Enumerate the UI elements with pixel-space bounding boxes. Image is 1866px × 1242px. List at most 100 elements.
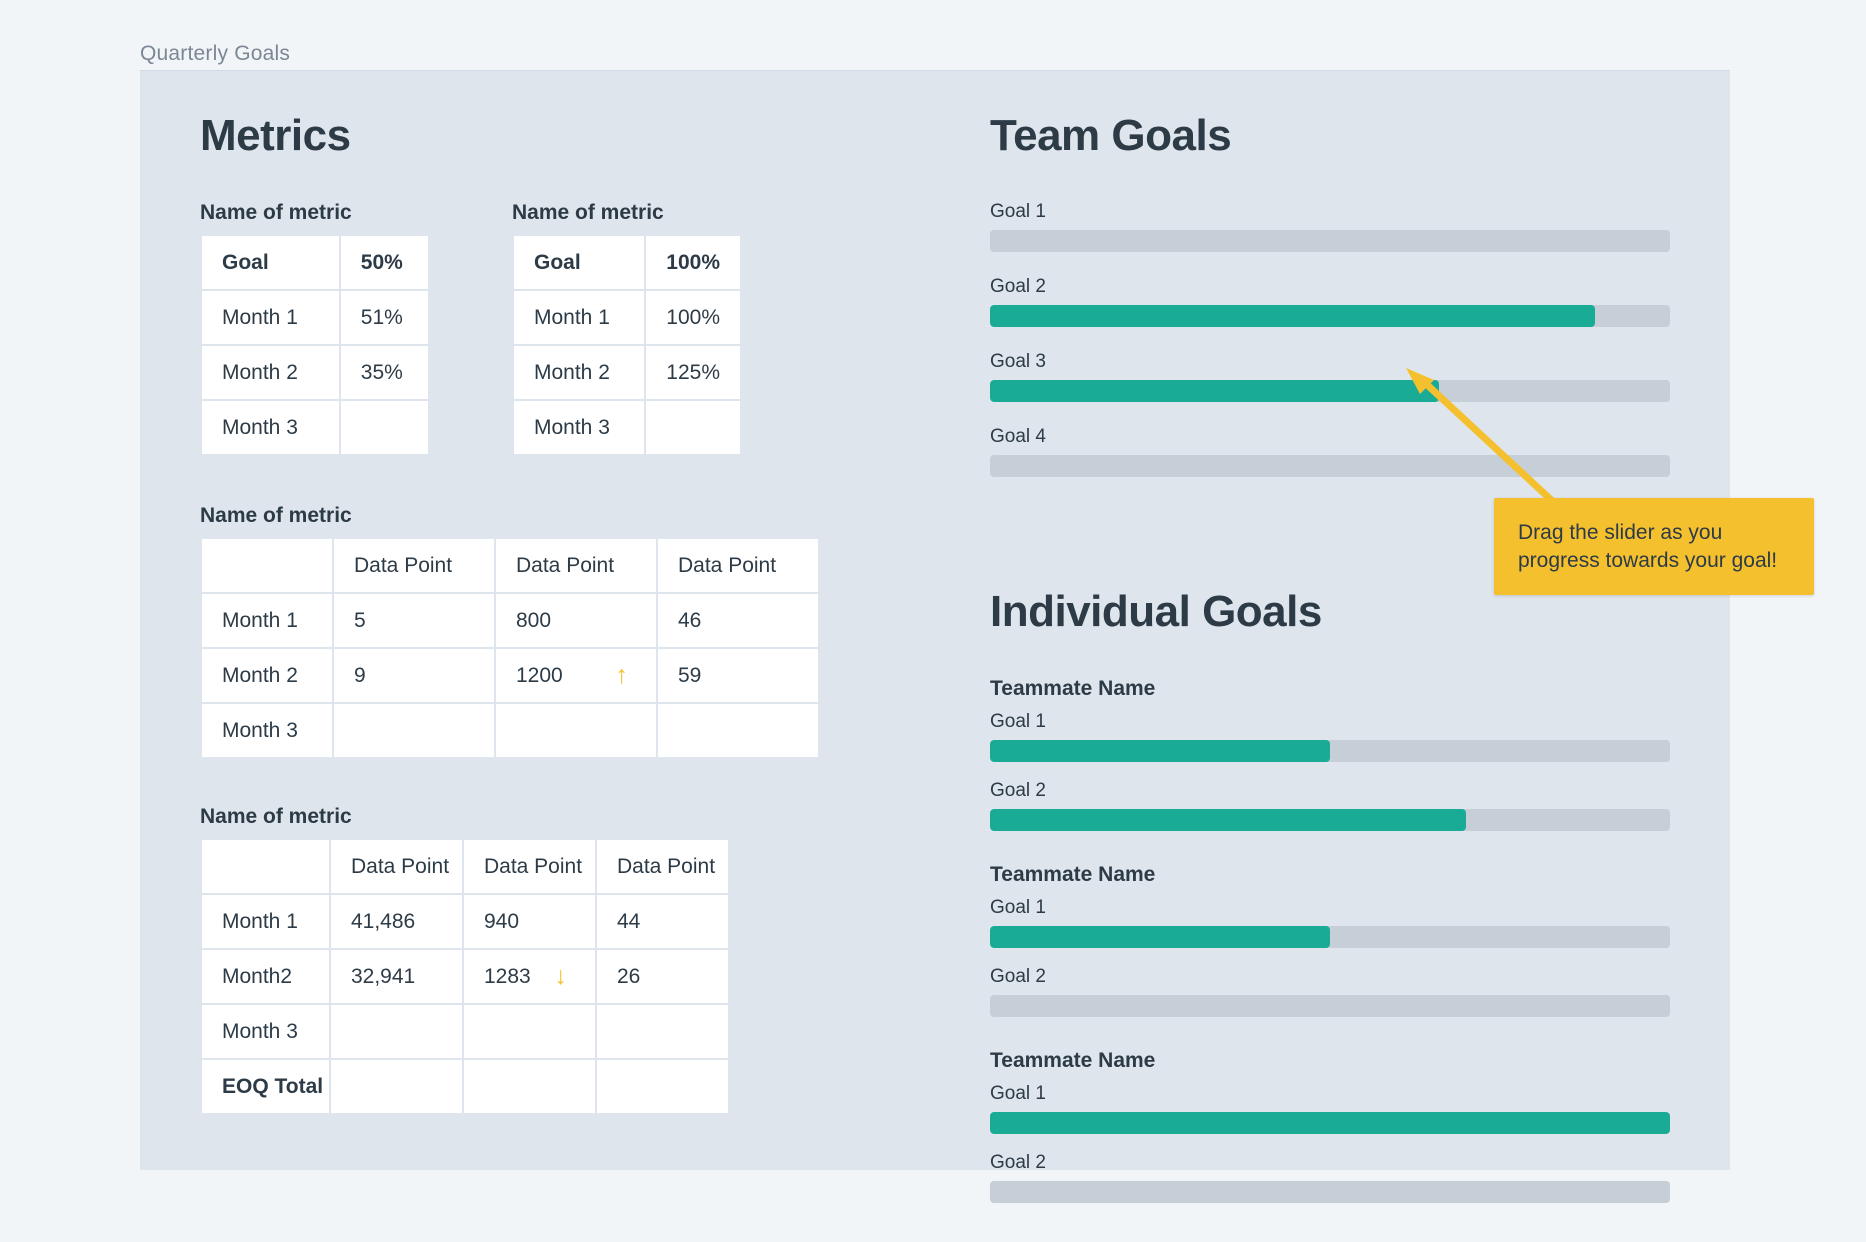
- goal-slider-track[interactable]: [990, 740, 1670, 762]
- row-value[interactable]: [340, 401, 428, 454]
- row-cell[interactable]: [596, 1060, 728, 1113]
- table-row[interactable]: Month 1 5 800 46: [202, 594, 818, 647]
- row-label: Month 3: [202, 1005, 329, 1058]
- goal-slider-row: Goal 2: [990, 1152, 1670, 1203]
- table-row[interactable]: Month 2 35%: [202, 346, 428, 399]
- cell-value: 940: [483, 909, 520, 933]
- metrics-heading: Metrics: [200, 111, 351, 160]
- column-header: Data Point: [596, 840, 728, 893]
- row-cell[interactable]: [463, 1005, 595, 1058]
- goal-slider-track[interactable]: [990, 455, 1670, 477]
- goal-slider-track[interactable]: [990, 380, 1670, 402]
- cell-value: 800: [516, 608, 552, 632]
- row-label: Month 1: [514, 291, 645, 344]
- row-cell[interactable]: [658, 704, 818, 757]
- table-header-row: Data Point Data Point Data Point: [202, 539, 818, 592]
- small-metric-tables: Name of metric Goal 50% Month 1 51%: [200, 201, 940, 456]
- table-row[interactable]: Month 3: [202, 401, 428, 454]
- teammate-block: Teammate Name Goal 1 Goal 2: [990, 677, 1670, 831]
- column-header: Data Point: [463, 840, 595, 893]
- goal-slider-fill[interactable]: [990, 380, 1439, 402]
- metric-title: Name of metric: [512, 201, 664, 224]
- row-cell[interactable]: 32,941: [330, 950, 462, 1003]
- row-value: 35%: [340, 346, 428, 399]
- table-row[interactable]: Month 1 41,486 940 44: [202, 895, 728, 948]
- goal-label: Goal 3: [990, 351, 1046, 372]
- goal-slider-track[interactable]: [990, 809, 1670, 831]
- goal-slider-track[interactable]: [990, 995, 1670, 1017]
- teammate-name: Teammate Name: [990, 863, 1156, 886]
- trend-up-arrow-icon: ↑: [615, 661, 629, 689]
- goal-label: Goal 1: [990, 1083, 1046, 1104]
- two-column-layout: Metrics Name of metric Goal 50% Mo: [140, 71, 1730, 1235]
- table-row[interactable]: Month 2 9 1200 ↑ 59: [202, 649, 818, 702]
- row-cell[interactable]: [596, 1005, 728, 1058]
- row-cell[interactable]: 1283 ↓: [463, 950, 595, 1003]
- table-row[interactable]: Month 1 51%: [202, 291, 428, 344]
- table-row[interactable]: Goal 50%: [202, 236, 428, 289]
- row-label: EOQ Total: [202, 1060, 329, 1113]
- teammate-name: Teammate Name: [990, 677, 1156, 700]
- row-label: Month 3: [202, 401, 339, 454]
- goal-label: Goal 2: [990, 1152, 1046, 1173]
- table-row[interactable]: Month 3: [202, 704, 818, 757]
- row-cell[interactable]: 26: [596, 950, 728, 1003]
- row-cell[interactable]: 1200 ↑: [496, 649, 656, 702]
- metric-table: Data Point Data Point Data Point Month 1…: [200, 838, 730, 1115]
- goal-slider-row: Goal 1: [990, 897, 1670, 948]
- column-header: Data Point: [334, 539, 494, 592]
- row-value[interactable]: [646, 401, 740, 454]
- table-row[interactable]: Month 2 125%: [514, 346, 740, 399]
- page-label: Quarterly Goals: [140, 42, 291, 65]
- goal-slider-row: Goal 3: [990, 351, 1670, 402]
- goal-slider-row: Goal 2: [990, 966, 1670, 1017]
- goal-slider-row: Goal 4: [990, 426, 1670, 477]
- goal-slider-row: Goal 2: [990, 780, 1670, 831]
- callout-tooltip: Drag the slider as you progress towards …: [1494, 498, 1814, 596]
- row-cell[interactable]: 800: [496, 594, 656, 647]
- row-label: Month 2: [202, 649, 332, 702]
- goal-slider-track[interactable]: [990, 305, 1670, 327]
- metric-table: Goal 50% Month 1 51% Month 2 35%: [200, 234, 430, 456]
- row-cell[interactable]: [330, 1005, 462, 1058]
- goal-slider-track[interactable]: [990, 230, 1670, 252]
- table-row[interactable]: EOQ Total: [202, 1060, 728, 1113]
- row-cell[interactable]: [330, 1060, 462, 1113]
- table-row[interactable]: Month 3: [514, 401, 740, 454]
- goal-slider-fill[interactable]: [990, 740, 1330, 762]
- row-cell[interactable]: 940: [463, 895, 595, 948]
- metric-card: Name of metric Goal 50% Month 1 51%: [200, 201, 430, 456]
- row-cell[interactable]: 46: [658, 594, 818, 647]
- goal-label: Goal 1: [990, 711, 1046, 732]
- goal-slider-fill[interactable]: [990, 926, 1330, 948]
- table-row[interactable]: Month 1 100%: [514, 291, 740, 344]
- goal-slider-track[interactable]: [990, 1181, 1670, 1203]
- goal-slider-fill[interactable]: [990, 809, 1466, 831]
- goal-slider-track[interactable]: [990, 926, 1670, 948]
- table-header-row: Data Point Data Point Data Point: [202, 840, 728, 893]
- goal-slider-track[interactable]: [990, 1112, 1670, 1134]
- teammate-block: Teammate Name Goal 1 Goal 2: [990, 863, 1670, 1017]
- row-cell[interactable]: 59: [658, 649, 818, 702]
- goal-slider-fill[interactable]: [990, 1112, 1670, 1134]
- row-cell[interactable]: 9: [334, 649, 494, 702]
- table-row[interactable]: Month2 32,941 1283 ↓ 26: [202, 950, 728, 1003]
- row-cell[interactable]: 44: [596, 895, 728, 948]
- teammate-name: Teammate Name: [990, 1049, 1156, 1072]
- row-label: Month 1: [202, 594, 332, 647]
- goals-column: Team Goals Goal 1 Goal 2 Goal 3: [940, 111, 1670, 1235]
- row-cell[interactable]: 5: [334, 594, 494, 647]
- metric-title: Name of metric: [200, 201, 352, 224]
- row-label: Month 2: [514, 346, 645, 399]
- row-cell[interactable]: [463, 1060, 595, 1113]
- row-cell[interactable]: [334, 704, 494, 757]
- table-row[interactable]: Month 3: [202, 1005, 728, 1058]
- individual-goals-heading: Individual Goals: [990, 587, 1322, 636]
- row-cell[interactable]: [496, 704, 656, 757]
- table-row[interactable]: Goal 100%: [514, 236, 740, 289]
- goal-slider-fill[interactable]: [990, 305, 1596, 327]
- row-label: Month 3: [202, 704, 332, 757]
- goal-label: Goal 2: [990, 780, 1046, 801]
- goal-slider-row: Goal 2: [990, 276, 1670, 327]
- row-cell[interactable]: 41,486: [330, 895, 462, 948]
